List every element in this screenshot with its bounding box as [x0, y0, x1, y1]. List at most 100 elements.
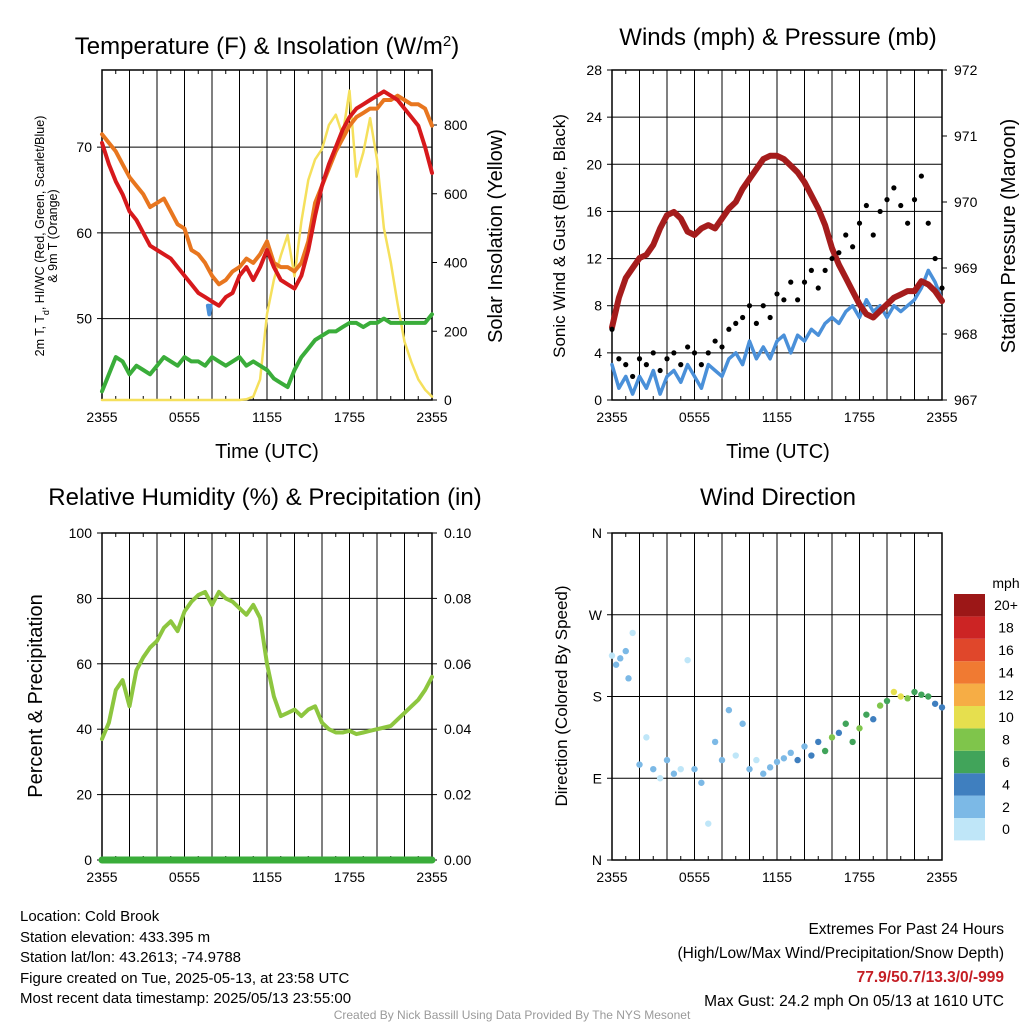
- direction-point: [821, 747, 829, 755]
- gust-point: [884, 197, 890, 203]
- colorbar-label: 8: [1002, 732, 1010, 748]
- x-tick-label: 1755: [844, 409, 875, 425]
- colorbar: 0 2 4 6 8 10 12 14 16 18 20+: [954, 594, 1018, 841]
- colorbar-label: 6: [1002, 754, 1010, 770]
- colorbar-label: 0: [1002, 821, 1010, 837]
- direction-point: [617, 655, 624, 662]
- y-tick-label: 80: [76, 590, 92, 606]
- series-9m-temp-line: [100, 93, 434, 287]
- direction-point: [925, 693, 932, 700]
- direction-point: [705, 820, 712, 827]
- location-text: Location: Cold Brook: [20, 908, 160, 925]
- direction-point: [711, 738, 719, 746]
- x-tick-label: 2355: [416, 869, 447, 885]
- y-tick-label: 70: [76, 139, 92, 155]
- panel4-ylabel: Direction (Colored By Speed): [552, 585, 571, 806]
- y-tick-label: N: [592, 525, 602, 541]
- direction-point: [612, 661, 620, 668]
- direction-point: [650, 765, 657, 773]
- gust-point: [808, 267, 814, 273]
- extremes-block: Extremes For Past 24 Hours (High/Low/Max…: [678, 918, 1005, 1014]
- gust-point: [795, 297, 801, 303]
- panel1-xlabel: Time (UTC): [215, 441, 319, 463]
- direction-point: [870, 716, 877, 723]
- series-2m-temp-line: [100, 89, 434, 308]
- colorbar-label: 4: [1002, 776, 1010, 792]
- y-tick-label: 20: [586, 156, 602, 172]
- x-tick-label: 1155: [762, 409, 792, 425]
- colorbar-swatch: [954, 728, 985, 751]
- gust-point: [733, 320, 739, 326]
- direction-point: [718, 756, 726, 764]
- y-tick-label: 20: [76, 787, 92, 803]
- panel1-title: Temperature (F) & Insolation (W/m2): [75, 33, 459, 61]
- gust-point: [664, 356, 670, 362]
- gust-point: [657, 367, 663, 374]
- direction-point: [629, 629, 636, 637]
- y2-tick-label: 800: [444, 117, 468, 133]
- direction-point: [670, 770, 678, 777]
- y2-tick-label: 0: [444, 392, 452, 408]
- colorbar-swatch: [954, 661, 985, 684]
- y-tick-label: S: [593, 689, 602, 705]
- y-tick-label: 60: [76, 656, 92, 672]
- y-tick-label: 4: [594, 345, 602, 361]
- x-tick-label: 2355: [86, 409, 117, 425]
- gust-point: [863, 202, 869, 209]
- y-tick-label: E: [593, 770, 602, 786]
- direction-point: [739, 720, 746, 727]
- y2-tick-label: 967: [954, 392, 978, 408]
- x-tick-label: 1155: [252, 869, 282, 885]
- y2-tick-label: 970: [954, 194, 978, 210]
- gust-point: [678, 362, 684, 368]
- direction-point: [835, 729, 843, 737]
- gust-point: [616, 356, 622, 362]
- created-text: Figure created on Tue, 2025-05-13, at 23…: [20, 969, 350, 987]
- gust-point: [815, 285, 821, 291]
- gust-point: [726, 326, 732, 332]
- y-tick-label: 60: [76, 225, 92, 241]
- y2-tick-label: 0.06: [444, 656, 471, 672]
- series-insolation-line: [100, 89, 434, 402]
- gust-point: [891, 185, 897, 191]
- x-tick-label: 1755: [334, 869, 365, 885]
- y-tick-label: 0: [594, 392, 602, 408]
- gust-point: [705, 350, 711, 356]
- direction-point: [876, 702, 884, 709]
- gust-point: [801, 279, 808, 285]
- gust-point: [609, 326, 615, 332]
- colorbar-swatch: [954, 795, 985, 818]
- y2-tick-label: 200: [444, 323, 468, 339]
- y-tick-label: 100: [69, 525, 93, 541]
- y2-tick-label: 0.00: [444, 852, 471, 868]
- gust-point: [712, 338, 718, 344]
- x-tick-label: 1155: [762, 869, 792, 885]
- y2-tick-label: 972: [954, 62, 978, 78]
- gust-point: [767, 314, 773, 321]
- gust-point: [905, 220, 911, 226]
- gust-point: [746, 303, 753, 309]
- direction-point: [732, 752, 739, 759]
- panel2-title: Winds (mph) & Pressure (mb): [619, 24, 936, 51]
- direction-point: [691, 765, 698, 773]
- direction-point: [801, 743, 808, 750]
- x-tick-label: 1755: [334, 409, 365, 425]
- y-tick-label: 50: [76, 311, 92, 327]
- colorbar-swatch: [954, 773, 985, 796]
- direction-point: [904, 695, 911, 702]
- direction-point: [808, 752, 815, 759]
- gust-point: [870, 232, 876, 238]
- gust-point: [623, 362, 629, 368]
- direction-point: [656, 775, 664, 782]
- colorbar-label: 14: [998, 664, 1014, 680]
- gust-point: [753, 320, 759, 326]
- direction-point: [663, 756, 671, 764]
- gust-point: [911, 197, 918, 203]
- gust-point: [788, 279, 794, 285]
- y2-tick-label: 969: [954, 260, 978, 276]
- direction-point: [842, 720, 849, 727]
- gust-point: [829, 255, 835, 262]
- colorbar-label: 12: [998, 687, 1014, 703]
